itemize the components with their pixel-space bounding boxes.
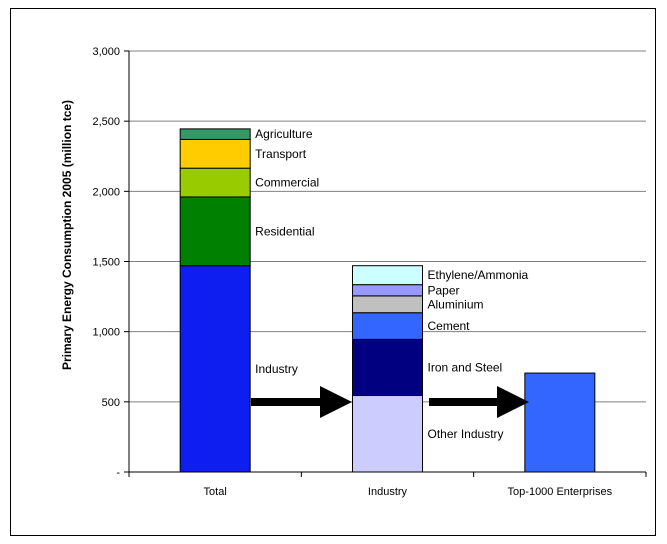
y-tick-label: 500 [102,397,120,409]
y-tick-label: - [116,467,120,479]
bar-segment-0-2 [179,167,251,198]
segment-label: Other Industry [428,427,504,441]
segment-label: Agriculture [255,127,313,141]
segment-label: Ethylene/Ammonia [428,268,529,282]
x-tick-label: Industry [368,486,408,498]
y-tick-label: 3,000 [92,46,120,58]
segment-label: Industry [255,362,298,376]
bars [179,128,596,473]
bar-segment-0-4 [179,128,251,140]
bar-segment-1-5 [352,265,423,286]
y-tick-label: 2,500 [92,116,120,128]
y-tick-label: 2,000 [92,186,120,198]
bar-segment-0-3 [179,138,251,169]
bar-segment-0-0 [179,265,251,473]
segment-labels: Industry Residential Commercial Transport Ag… [255,127,528,441]
x-tick-label: Top-1000 Enterprises [508,486,613,498]
segment-label: Transport [255,147,307,161]
bar-segment-2-0 [524,372,596,473]
segment-label: Paper [428,283,460,297]
chart-frame: - 500 1,000 1,500 2,000 2,500 3,000 Total Indust… [10,8,656,536]
bar-segment-0-1 [179,196,251,267]
segment-label: Residential [255,224,314,238]
segment-label: Iron and Steel [428,360,503,374]
bar-segment-1-0 [352,395,423,473]
bar-segment-1-1 [352,338,423,397]
segment-label: Commercial [255,176,319,190]
bar-segment-1-3 [352,295,423,314]
y-axis-label: Primary Energy Consumption 2005 (million… [60,100,74,370]
axes: - 500 1,000 1,500 2,000 2,500 3,000 Total Indust… [92,46,647,498]
stacked-bar-chart: - 500 1,000 1,500 2,000 2,500 3,000 Total Indust… [60,46,647,498]
segment-label: Aluminium [428,297,484,311]
x-tick-label: Total [204,486,227,498]
y-tick-label: 1,500 [92,257,120,269]
y-tick-label: 1,000 [92,327,120,339]
segment-label: Cement [428,319,471,333]
bar-segment-1-4 [352,284,423,297]
bar-segment-1-2 [352,312,423,340]
